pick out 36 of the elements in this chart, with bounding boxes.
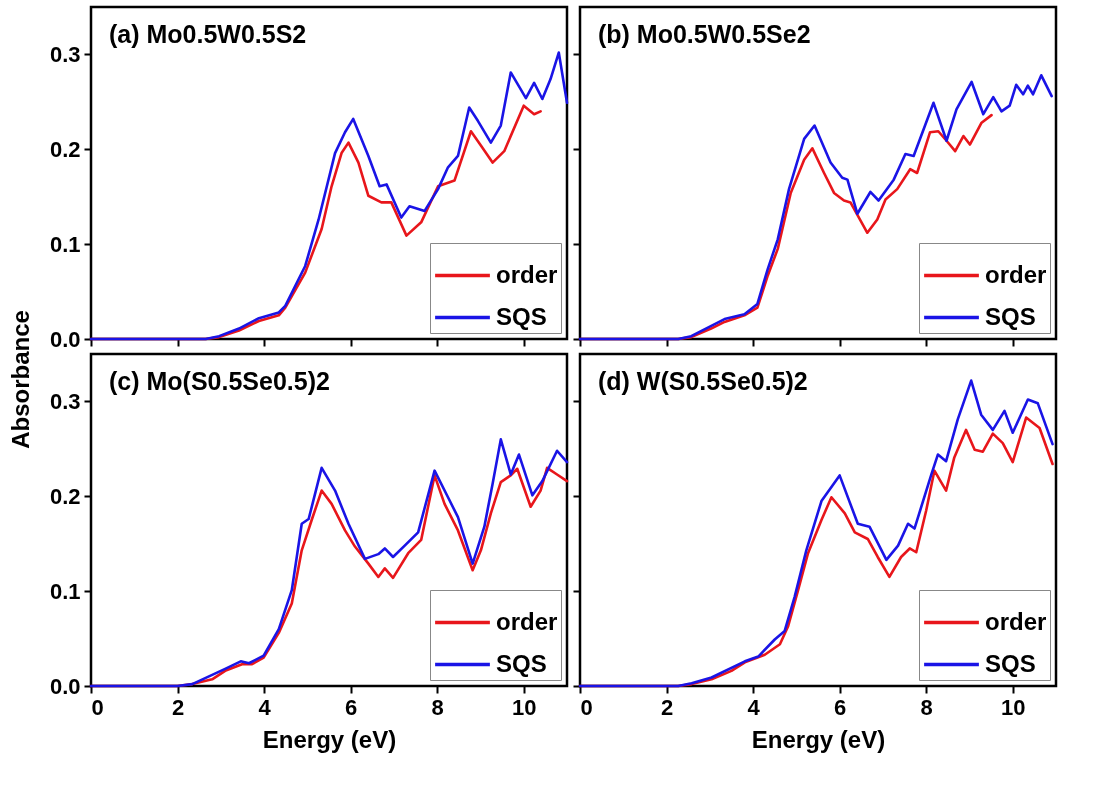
y-tick-label: 0.0 — [49, 326, 81, 352]
x-tick-label: 0 — [91, 694, 104, 720]
y-tick-label: 0.1 — [49, 578, 81, 604]
legend-label: SQS — [496, 649, 547, 677]
x-tick-label: 0 — [580, 694, 593, 720]
y-tick-label: 0.0 — [49, 673, 81, 699]
x-tick-label: 2 — [171, 694, 185, 720]
x-tick-label: 8 — [431, 694, 444, 720]
y-tick-label: 0.1 — [49, 231, 81, 257]
x-tick-label: 4 — [747, 694, 761, 720]
legend-label: order — [496, 607, 558, 635]
legend-label: order — [496, 260, 558, 288]
y-axis-title: Absorbance — [7, 310, 35, 449]
x-tick-label: 10 — [1000, 694, 1026, 720]
text: (a) Mo0.5W0.5S2 — [109, 20, 307, 48]
y-tick-label: 0.3 — [49, 41, 81, 67]
text: (b) Mo0.5W0.5Se2 — [598, 20, 811, 48]
legend-label: SQS — [496, 302, 547, 330]
x-tick-label: 4 — [258, 694, 272, 720]
text: (d) W(S0.5Se0.5)2 — [598, 367, 808, 395]
x-tick-label: 10 — [511, 694, 537, 720]
x-axis-title: Energy (eV) — [262, 725, 397, 753]
x-tick-label: 8 — [920, 694, 933, 720]
text: (c) Mo(S0.5Se0.5)2 — [109, 367, 330, 395]
x-tick-label: 6 — [345, 694, 358, 720]
legend-label: SQS — [985, 649, 1036, 677]
legend-label: SQS — [985, 302, 1036, 330]
x-axis-title: Energy (eV) — [751, 725, 886, 753]
legend-label: order — [985, 260, 1047, 288]
x-tick-label: 2 — [660, 694, 674, 720]
legend-label: order — [985, 607, 1047, 635]
y-tick-label: 0.3 — [49, 388, 81, 414]
x-tick-label: 6 — [834, 694, 847, 720]
line-series — [89, 51, 569, 341]
y-tick-label: 0.2 — [49, 136, 81, 162]
y-tick-label: 0.2 — [49, 483, 81, 509]
